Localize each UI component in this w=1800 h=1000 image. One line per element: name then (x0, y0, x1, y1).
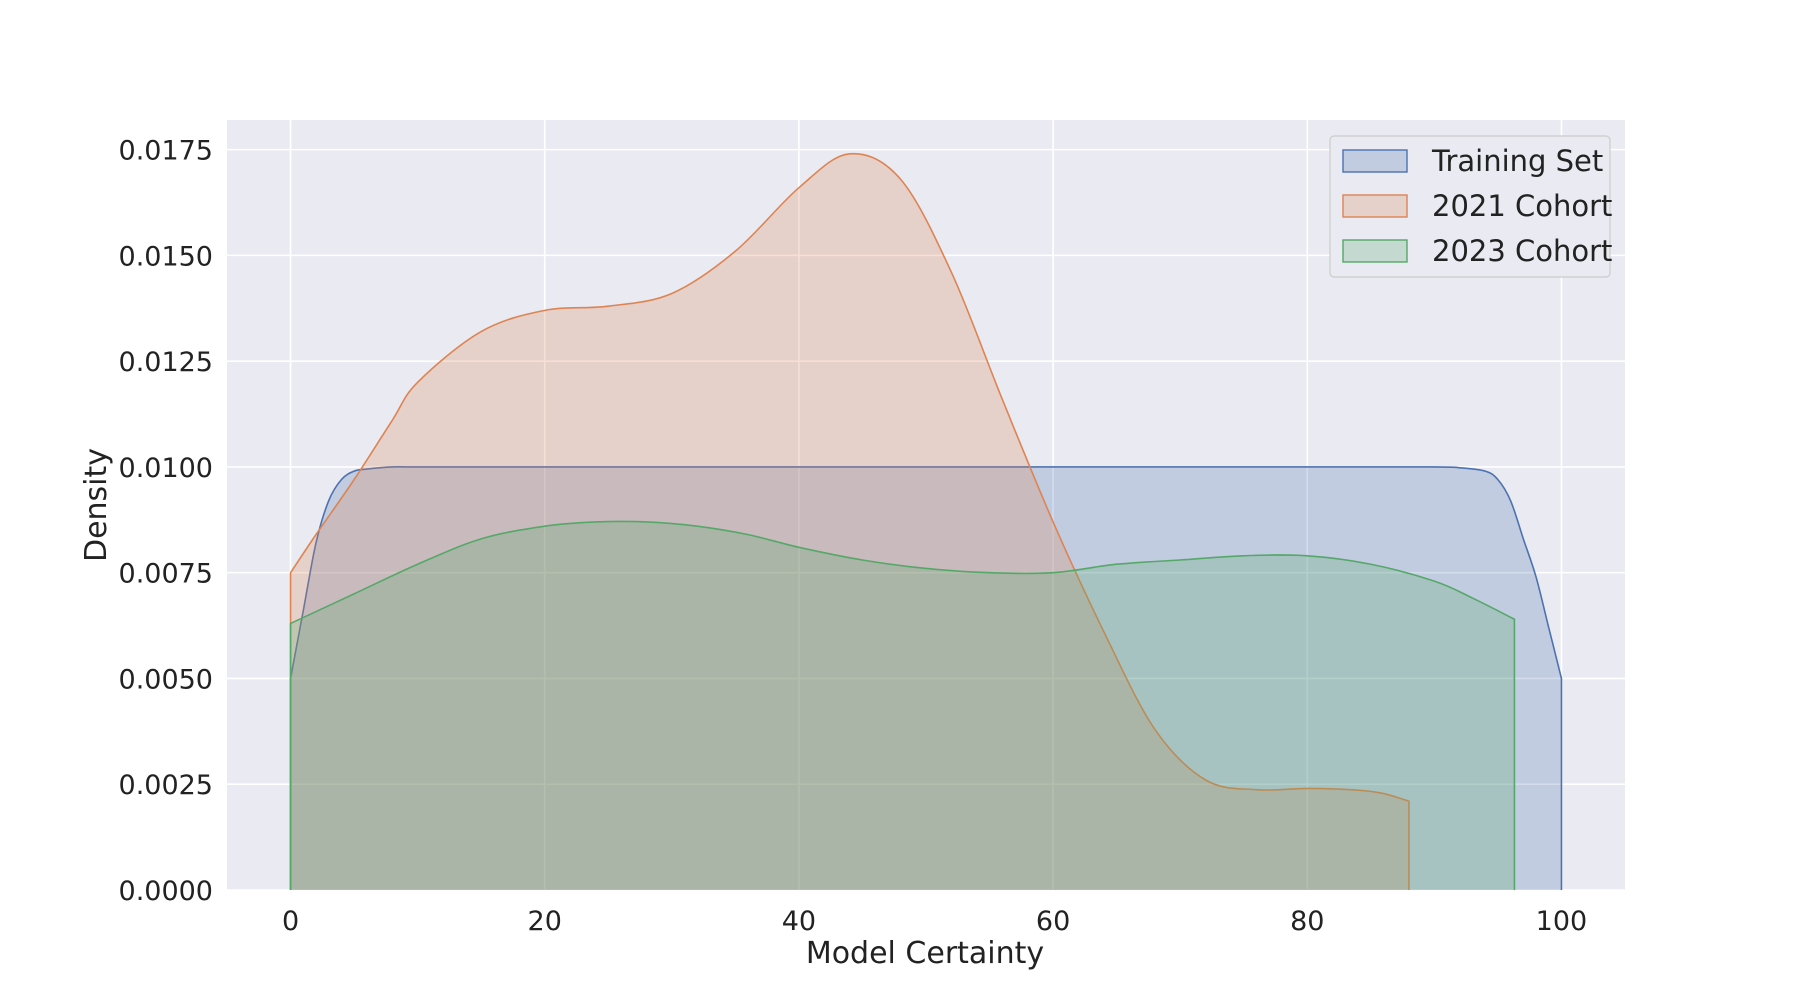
series-area-2023-cohort (290, 521, 1515, 890)
y-tick-label: 0.0100 (119, 453, 213, 484)
x-axis-label: Model Certainty (806, 936, 1044, 971)
y-axis-label: Density (79, 448, 114, 562)
x-tick-label: 40 (782, 906, 816, 937)
legend-swatch (1342, 194, 1408, 218)
legend: Training Set 2021 Cohort 2023 Cohort (1329, 135, 1612, 278)
series-area-training-set (290, 466, 1562, 890)
y-tick-label: 0.0125 (119, 347, 213, 378)
legend-label: 2021 Cohort (1432, 189, 1612, 223)
y-tick-label: 0.0025 (119, 770, 213, 801)
legend-swatch (1342, 149, 1408, 173)
series-layer (289, 152, 1563, 890)
series-line-2023-cohort (289, 520, 1516, 890)
x-tick-label: 100 (1536, 906, 1588, 937)
y-tick-label: 0.0075 (119, 559, 213, 590)
series-line-2021-cohort (289, 152, 1410, 890)
y-tick-label: 0.0000 (119, 876, 213, 907)
legend-swatch (1342, 239, 1408, 263)
y-tick-labels: 0.0000 0.0025 0.0050 0.0075 0.0100 0.0125 0.01… (119, 136, 213, 907)
y-tick-label: 0.0050 (119, 664, 213, 695)
legend-label: Training Set (1431, 144, 1603, 178)
x-tick-label: 0 (282, 906, 299, 937)
x-tick-labels: 0 20 40 60 80 100 (282, 906, 1587, 937)
series-line-training-set (289, 465, 1563, 890)
legend-label: 2023 Cohort (1432, 234, 1612, 268)
y-tick-label: 0.0175 (119, 136, 213, 167)
x-tick-label: 20 (528, 906, 562, 937)
x-tick-label: 60 (1036, 906, 1070, 937)
x-tick-label: 80 (1290, 906, 1324, 937)
y-tick-label: 0.0150 (119, 241, 213, 272)
legend-box (1329, 135, 1611, 278)
series-area-2021-cohort (290, 153, 1409, 890)
